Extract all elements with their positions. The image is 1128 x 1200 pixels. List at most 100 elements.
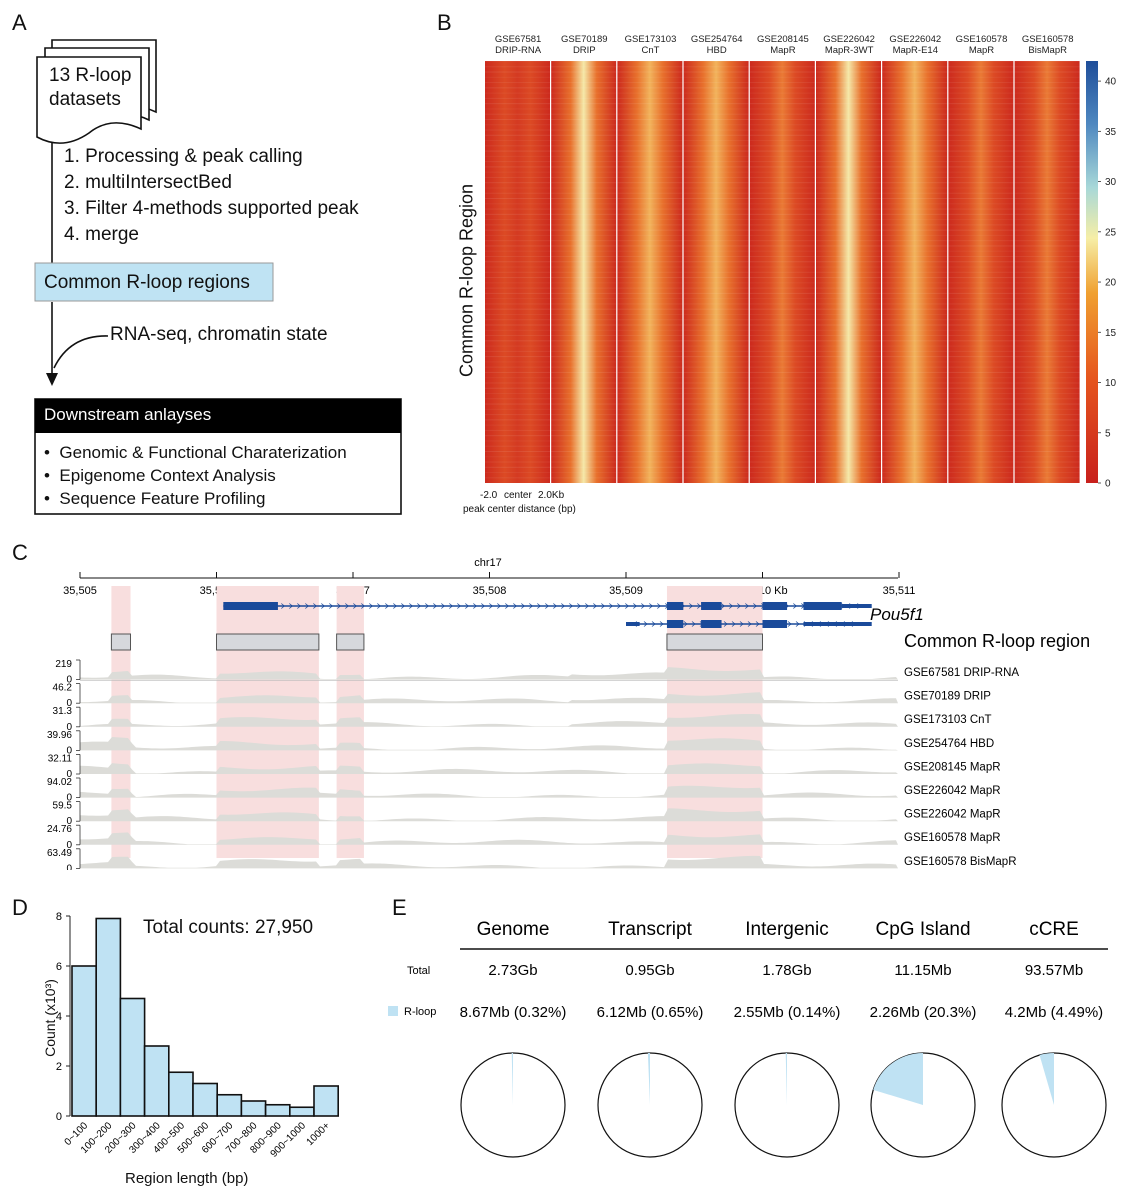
track-min-label: 0 xyxy=(66,840,72,851)
heatmap-xlabel: peak center distance (bp) xyxy=(463,504,576,515)
total-value: 1.78Gb xyxy=(762,962,811,979)
heatmap-column-label: GSE67581 DRIP-RNA xyxy=(495,34,542,56)
track-max-label: 63.49 xyxy=(47,848,72,859)
coordinate-tick-label: 35,509 xyxy=(609,585,643,597)
heatmap-svg: GSE67581 DRIP-RNA GSE70189 DRIP GSE173103 CnT… xyxy=(485,34,1117,490)
histogram-y-tick: 2 xyxy=(56,1061,62,1073)
heatmap-column xyxy=(551,61,617,483)
histogram-y-tick: 8 xyxy=(56,911,62,923)
rloop-value: 4.2Mb (4.49%) xyxy=(1005,1004,1103,1021)
track-max-label: 24.76 xyxy=(47,824,72,835)
colorbar-tick-label: 30 xyxy=(1105,177,1117,188)
track-label: GSE160578 BisMapR xyxy=(904,856,1017,868)
datasets-label: 13 R-loop datasets xyxy=(49,65,132,110)
heatmap-xtick-left: -2.0 xyxy=(480,490,498,501)
row-label-total: Total xyxy=(407,965,430,977)
panel-letter-e: E xyxy=(392,895,407,920)
total-value: 11.15Mb xyxy=(894,962,951,979)
common-rloop-box xyxy=(666,633,764,651)
track-max-label: 59.5 xyxy=(53,801,73,812)
downstream-item: • Epigenome Context Analysis xyxy=(44,466,276,485)
track-max-label: 94.02 xyxy=(47,777,72,788)
heatmap-column-label: GSE208145 MapR xyxy=(757,34,809,56)
step-4: 4. merge xyxy=(64,224,139,245)
histogram-y-tick: 4 xyxy=(56,1011,62,1023)
common-region-label: Common R-loop region xyxy=(904,631,1090,651)
pie-svg: Genome Transcript Intergenic CpG Island cCRE… xyxy=(388,919,1108,1158)
coordinate-tick-label: 35,508 xyxy=(473,585,507,597)
heatmap-column-label: GSE160578 MapR xyxy=(956,34,1008,56)
rloop-value: 2.55Mb (0.14%) xyxy=(734,1004,841,1021)
coordinate-tick-label: 35,505 xyxy=(63,585,97,597)
pie-slice xyxy=(1039,1053,1054,1105)
rloop-legend-swatch xyxy=(388,1006,398,1016)
track-max-label: 31.3 xyxy=(53,706,73,717)
downstream-item: • Genomic & Functional Charaterization xyxy=(44,443,347,462)
histogram-bar xyxy=(71,965,98,1117)
heatmap-column-label: GSE70189 DRIP xyxy=(561,34,607,56)
rloop-value: 6.12Mb (0.65%) xyxy=(597,1004,704,1021)
exon xyxy=(666,602,684,610)
histogram-y-tick: 0 xyxy=(56,1111,62,1123)
exon xyxy=(701,602,722,610)
common-rloop-box xyxy=(336,633,365,651)
browser-svg: chr1735,50535,50635,50735,50835,50935,51… xyxy=(47,557,1090,870)
total-value: 93.57Mb xyxy=(1025,962,1083,979)
common-rloop-box xyxy=(110,633,132,651)
heatmap-column-label: GSE160578 BisMapR xyxy=(1022,34,1074,56)
signal-track xyxy=(80,763,898,774)
histogram-bar xyxy=(313,1085,340,1117)
downstream-item: • Sequence Feature Profiling xyxy=(44,489,266,508)
heatmap-column-label: GSE173103 CnT xyxy=(625,34,677,56)
pie-column-header: Transcript xyxy=(608,919,692,940)
heatmap-column-label: GSE254764 HBD xyxy=(691,34,743,56)
colorbar-tick-label: 20 xyxy=(1105,278,1117,289)
track-max-label: 39.96 xyxy=(47,730,72,741)
histogram-bar xyxy=(119,997,146,1117)
track-label: GSE67581 DRIP-RNA xyxy=(904,667,1019,679)
total-value: 2.73Gb xyxy=(488,962,537,979)
histogram-bar xyxy=(192,1082,219,1117)
exon xyxy=(762,602,788,610)
histogram-y-tick: 6 xyxy=(56,961,62,973)
coordinate-tick-label: 35,511 xyxy=(883,585,916,597)
chromosome-label: chr17 xyxy=(474,557,502,569)
heatmap-column-label: GSE226042 MapR-E14 xyxy=(889,34,941,56)
pie-slice xyxy=(873,1053,923,1105)
common-regions-box: Common R-loop regions xyxy=(44,272,250,293)
step-2: 2. multiIntersectBed xyxy=(64,172,232,193)
step-1: 1. Processing & peak calling xyxy=(64,146,303,167)
heatmap-column xyxy=(1014,61,1080,483)
heatmap-column xyxy=(683,61,749,483)
downstream-list: • Genomic & Functional Charaterization •… xyxy=(44,441,347,510)
track-label: GSE254764 HBD xyxy=(904,738,994,750)
pie-column-header: cCRE xyxy=(1029,919,1079,940)
colorbar-tick-label: 35 xyxy=(1105,127,1117,138)
exon xyxy=(803,622,872,626)
exon xyxy=(666,620,684,628)
histogram-svg: 024680~100100~200200~300300~400400~50050… xyxy=(56,911,340,1160)
signal-track xyxy=(80,713,898,727)
histogram-ylabel: Count (x10³) xyxy=(42,979,58,1057)
track-label: GSE226042 MapR xyxy=(904,785,1001,797)
track-min-label: 0 xyxy=(66,816,72,827)
rloop-value: 8.67Mb (0.32%) xyxy=(460,1004,567,1021)
track-min-label: 0 xyxy=(66,863,72,870)
panel-letter-a: A xyxy=(12,10,27,35)
signal-track xyxy=(80,785,898,798)
histogram-bar xyxy=(168,1071,194,1117)
histogram-bar xyxy=(240,1100,267,1117)
track-max-label: 32.11 xyxy=(48,753,73,764)
histogram-bar xyxy=(264,1103,291,1117)
track-label: GSE160578 MapR xyxy=(904,832,1001,844)
signal-track xyxy=(80,808,898,822)
panel-letter-c: C xyxy=(12,540,28,565)
pie-slice xyxy=(785,1053,787,1105)
heatmap-column xyxy=(749,61,815,483)
track-min-label: 0 xyxy=(66,698,72,709)
pie-slice xyxy=(511,1053,513,1105)
gene-label: Pou5f1 xyxy=(870,605,924,624)
pie-column-header: Intergenic xyxy=(745,919,828,940)
exon xyxy=(223,602,278,610)
panel-letter-d: D xyxy=(12,895,28,920)
